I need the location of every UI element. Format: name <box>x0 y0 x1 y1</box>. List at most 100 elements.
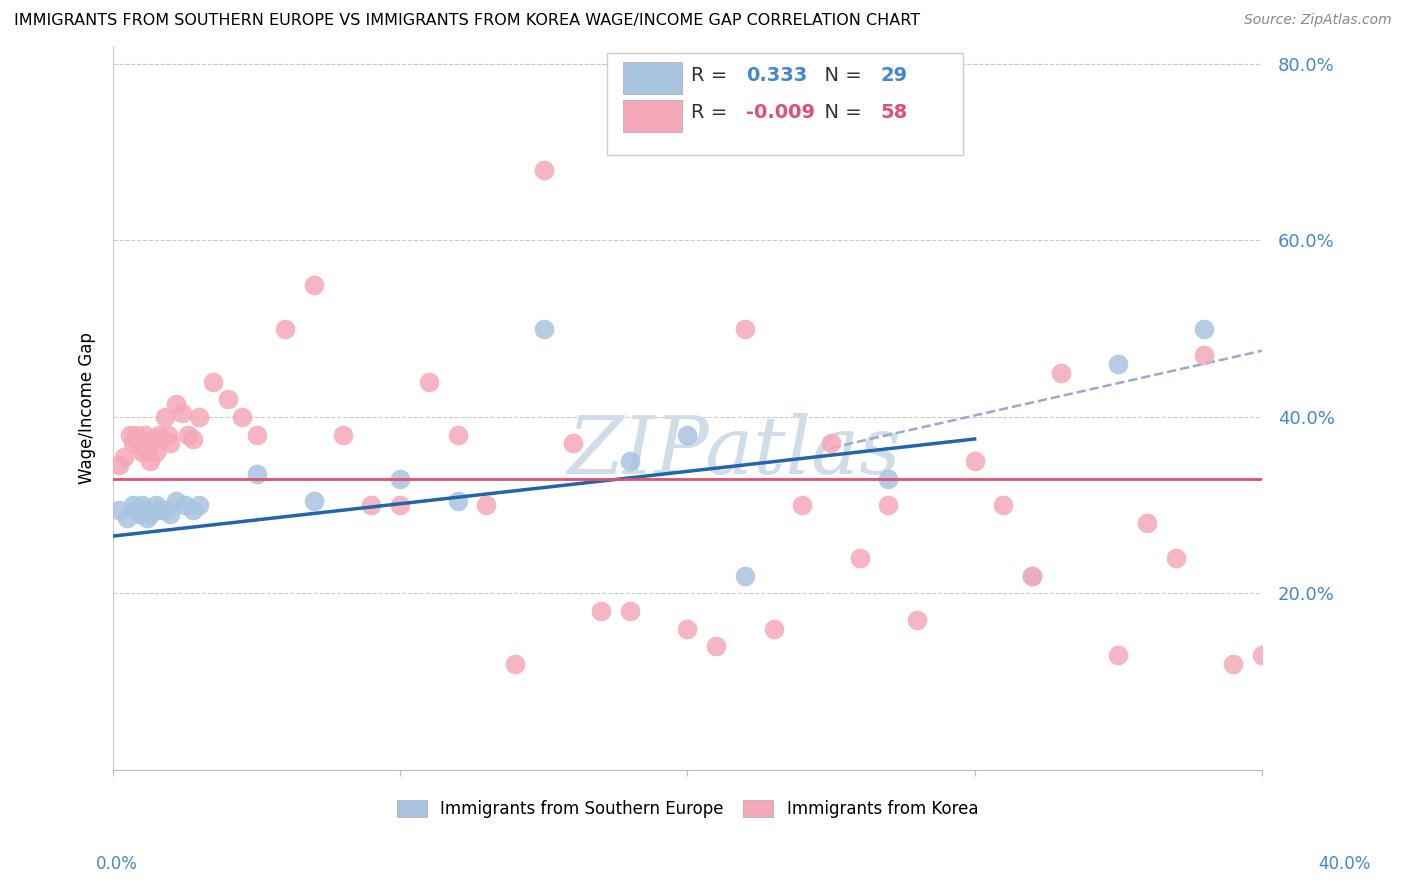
Point <box>533 162 555 177</box>
Point <box>619 604 641 618</box>
Point <box>418 375 440 389</box>
Point <box>117 511 139 525</box>
Point <box>849 551 872 566</box>
Text: 40.0%: 40.0% <box>1319 855 1371 872</box>
Point <box>1164 551 1187 566</box>
Point <box>1136 516 1159 530</box>
Text: N =: N = <box>811 66 868 85</box>
Point <box>150 432 173 446</box>
Point <box>125 427 148 442</box>
Point <box>1107 357 1129 371</box>
Point <box>446 493 468 508</box>
Point <box>1021 569 1043 583</box>
Point <box>159 436 181 450</box>
Point <box>145 498 167 512</box>
Text: Source: ZipAtlas.com: Source: ZipAtlas.com <box>1244 13 1392 28</box>
Point <box>183 432 205 446</box>
Point <box>332 427 354 442</box>
FancyBboxPatch shape <box>623 100 682 132</box>
Point <box>139 454 162 468</box>
Legend: Immigrants from Southern Europe, Immigrants from Korea: Immigrants from Southern Europe, Immigra… <box>388 792 987 827</box>
Point <box>619 454 641 468</box>
Point <box>170 405 193 419</box>
Point <box>231 409 253 424</box>
Point <box>122 436 145 450</box>
Point <box>820 436 842 450</box>
Text: ZIPatlas: ZIPatlas <box>567 413 900 491</box>
Point <box>1194 321 1216 335</box>
Point <box>389 472 412 486</box>
Point <box>188 409 211 424</box>
Point <box>217 392 239 407</box>
Point <box>1251 648 1274 663</box>
Point <box>963 454 986 468</box>
FancyBboxPatch shape <box>623 62 682 94</box>
Point <box>112 450 135 464</box>
Point <box>165 493 187 508</box>
Point <box>153 502 176 516</box>
Point <box>877 498 900 512</box>
Point <box>676 622 699 636</box>
Point <box>173 498 195 512</box>
Point <box>734 321 756 335</box>
Point <box>134 427 156 442</box>
Point <box>139 507 162 521</box>
Text: R =: R = <box>690 66 734 85</box>
Point <box>591 604 613 618</box>
Point <box>676 427 699 442</box>
Y-axis label: Wage/Income Gap: Wage/Income Gap <box>79 332 96 484</box>
Point <box>120 427 142 442</box>
Point <box>446 427 468 442</box>
Point <box>245 467 267 482</box>
Point <box>148 427 170 442</box>
Text: N =: N = <box>811 103 868 122</box>
Point <box>561 436 583 450</box>
Text: IMMIGRANTS FROM SOUTHERN EUROPE VS IMMIGRANTS FROM KOREA WAGE/INCOME GAP CORRELA: IMMIGRANTS FROM SOUTHERN EUROPE VS IMMIG… <box>14 13 920 29</box>
Point <box>302 277 325 292</box>
Point <box>125 502 148 516</box>
FancyBboxPatch shape <box>607 54 963 155</box>
Point <box>156 427 179 442</box>
Point <box>148 502 170 516</box>
Point <box>1050 366 1073 380</box>
Point <box>360 498 382 512</box>
Point <box>142 432 165 446</box>
Point <box>136 511 159 525</box>
Point <box>1107 648 1129 663</box>
Point <box>734 569 756 583</box>
Point <box>1021 569 1043 583</box>
Point <box>302 493 325 508</box>
Text: 0.0%: 0.0% <box>96 855 138 872</box>
Point <box>533 321 555 335</box>
Point <box>145 445 167 459</box>
Point <box>131 445 153 459</box>
Text: -0.009: -0.009 <box>747 103 815 122</box>
Point <box>792 498 814 512</box>
Point <box>877 472 900 486</box>
Point <box>202 375 225 389</box>
Point <box>131 498 153 512</box>
Point <box>176 427 198 442</box>
Text: R =: R = <box>690 103 734 122</box>
Text: 58: 58 <box>880 103 908 122</box>
Point <box>704 640 727 654</box>
Text: 0.333: 0.333 <box>747 66 807 85</box>
Point <box>503 657 526 671</box>
Point <box>134 502 156 516</box>
Point <box>389 498 412 512</box>
Point <box>993 498 1015 512</box>
Point <box>245 427 267 442</box>
Point <box>128 507 150 521</box>
Point <box>107 502 129 516</box>
Point <box>122 498 145 512</box>
Point <box>107 458 129 473</box>
Text: 29: 29 <box>880 66 908 85</box>
Point <box>188 498 211 512</box>
Point <box>1194 348 1216 362</box>
Point <box>1222 657 1244 671</box>
Point <box>136 445 159 459</box>
Point <box>153 409 176 424</box>
Point <box>165 397 187 411</box>
Point <box>762 622 785 636</box>
Point <box>183 502 205 516</box>
